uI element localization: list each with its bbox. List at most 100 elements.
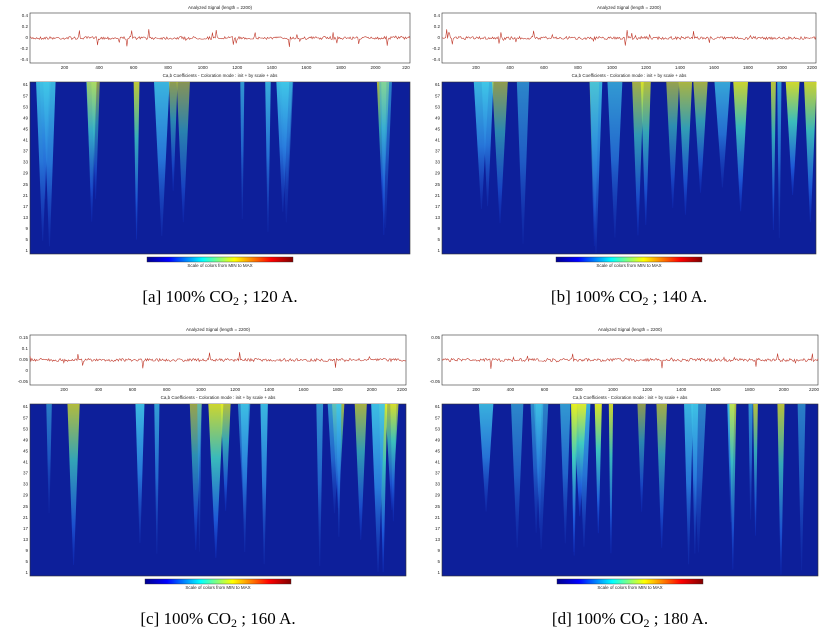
signal-y-tick: -0.05 [18,379,29,384]
scale-y-tick: 37 [23,149,29,154]
signal-x-tick: 1000 [607,65,618,70]
scale-y-tick: 21 [23,193,29,198]
scale-y-tick: 5 [437,237,440,242]
scalogram-streak [804,82,817,223]
scalogram-streak [478,404,494,512]
scale-y-tick: 49 [23,437,29,442]
scalogram-streak [678,82,693,215]
caption: [d] 100% CO2 ; 180 A. [552,609,708,630]
scale-y-tick: 45 [23,126,29,131]
scalogram-streak [640,82,651,225]
scale-y-tick: 13 [435,537,441,542]
scalogram-streak [208,404,224,558]
signal-x-tick: 2000 [367,387,378,392]
scale-y-tick: 29 [23,493,29,498]
coef-title: Ca,b Coefficients - Coloration mode : in… [163,73,278,78]
scale-y-tick: 21 [23,515,29,520]
scalogram-streak [379,82,392,228]
scalogram-streak [371,404,385,572]
colorbar [146,256,294,263]
scalogram-streak [240,82,245,219]
scalogram-streak [516,82,530,244]
colorbar-label: Scale of colors from MIN to MAX [185,585,250,590]
scale-y-tick: 1 [25,248,28,253]
scalogram-streak [133,82,140,240]
signal-y-tick: -0.05 [430,379,441,384]
signal-y-tick: 0.4 [434,13,441,18]
signal-y-tick: -0.2 [432,46,440,51]
signal-title: Analyzed Signal (length = 2200) [188,5,252,10]
caption: [c] 100% CO2 ; 160 A. [140,609,295,630]
colorbar-label: Scale of colors from MIN to MAX [187,263,252,268]
signal-x-tick: 1400 [267,65,278,70]
signal-x-tick: 1800 [743,65,754,70]
scale-y-tick: 41 [435,460,441,465]
caption-subscript: 2 [644,616,650,630]
signal-x-tick: 400 [507,387,515,392]
signal-x-tick: 200 [472,65,480,70]
caption: [a] 100% CO2 ; 120 A. [142,287,297,308]
signal-x-tick: 200 [60,387,68,392]
scale-y-tick: 29 [435,171,441,176]
signal-x-tick: 1800 [745,387,756,392]
signal-title: Analyzed Signal (length = 2200) [186,327,250,332]
scalogram-streak [176,82,190,223]
signal-x-tick: 1000 [196,387,207,392]
panel: Analyzed Signal (length = 2200) 0.4 0.2 0 -0… [432,5,817,308]
caption-subscript: 2 [643,294,649,308]
caption-label: [d] 100% CO [552,609,644,628]
signal-x-tick: 600 [541,387,549,392]
signal-y-tick: 0.05 [19,357,28,362]
scale-y-tick: 17 [435,204,441,209]
scalogram-streak [690,404,707,553]
scale-y-tick: 61 [435,82,441,87]
scalogram-streak [637,404,646,512]
scalogram-streak [608,404,614,554]
scale-y-tick: 45 [23,448,29,453]
signal-x-tick: 2200 [807,65,818,70]
scale-y-tick: 57 [435,415,441,420]
scalogram-streak [46,404,52,513]
signal-x-tick: 1400 [264,387,275,392]
caption-subscript: 2 [231,616,237,630]
scale-y-tick: 17 [23,526,29,531]
signal-x-tick: 400 [95,65,103,70]
scale-y-tick: 9 [437,548,440,553]
signal-x-tick: 1000 [198,65,209,70]
signal-y-tick: -0.2 [20,46,28,51]
scalogram-streak [154,404,160,554]
signal-x-tick: 600 [130,65,138,70]
scale-y-tick: 57 [23,415,29,420]
colorbar-label: Scale of colors from MIN to MAX [596,263,661,268]
signal-axes [441,334,819,386]
signal-x-tick: 800 [163,387,171,392]
scale-y-tick: 49 [435,115,441,120]
signal-trace [29,352,407,369]
scale-y-tick: 25 [23,182,29,187]
caption-rest: ; 120 A. [239,287,298,306]
signal-y-tick: 0.2 [434,24,441,29]
signal-x-tick: 220 [402,65,410,70]
scale-y-tick: 61 [23,82,29,87]
scalogram [441,403,819,577]
signal-y-tick: 0.05 [431,335,440,340]
scale-y-tick: 13 [435,215,441,220]
signal-x-tick: 200 [472,387,480,392]
signal-x-tick: 2000 [370,65,381,70]
scale-y-tick: 37 [435,149,441,154]
scale-y-tick: 17 [23,204,29,209]
signal-x-tick: 1400 [676,387,687,392]
signal-y-tick: 0 [437,357,440,362]
signal-x-tick: 2200 [397,387,408,392]
scale-y-tick: 1 [437,570,440,575]
scale-y-tick: 5 [437,559,440,564]
signal-y-tick: 0.1 [22,346,29,351]
scale-y-tick: 29 [23,171,29,176]
scale-y-tick: 25 [23,504,29,509]
signal-x-tick: 400 [95,387,103,392]
signal-title: Analyzed Signal (length = 2200) [598,327,662,332]
scale-y-tick: 53 [23,104,29,109]
scale-y-tick: 41 [435,138,441,143]
scale-y-tick: 33 [435,160,441,165]
